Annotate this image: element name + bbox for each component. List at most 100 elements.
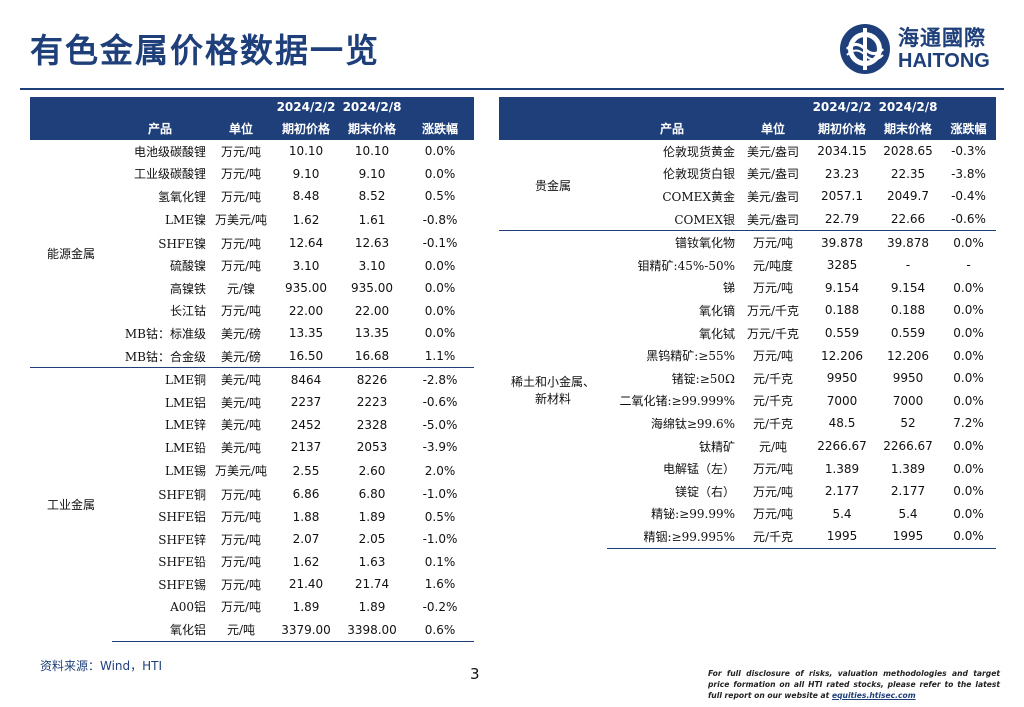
close-price-cell: 52	[900, 416, 916, 431]
unit-cell: 美元/盎司	[746, 167, 800, 182]
change-header: 涨跌幅	[941, 117, 996, 140]
open-price-cell: 3.10	[292, 258, 320, 273]
unit-cell: 万元/吨	[220, 600, 262, 615]
unit-header: 单位	[208, 117, 274, 140]
product-cell: SHFE铝	[158, 510, 206, 525]
unit-cell: 万元/吨	[220, 555, 262, 570]
open-price-cell: 1995	[809, 525, 875, 549]
product-cell: SHFE铜	[158, 487, 206, 502]
product-cell: 精铋:≥99.99%	[651, 507, 735, 522]
close-price-cell: 0.559	[890, 326, 926, 341]
change-cell: 1.1%	[424, 349, 456, 364]
close-price-cell: 1.63	[358, 554, 386, 569]
close-price-header: 期末价格	[338, 117, 406, 140]
open-price-cell: 2137	[290, 440, 322, 455]
close-price-cell: 13.35	[354, 326, 390, 341]
open-price-cell: 2057.1	[821, 189, 863, 204]
change-cell: -0.3%	[951, 144, 986, 159]
unit-cell: 美元/盎司	[746, 189, 800, 204]
close-price-cell: 8226	[338, 367, 406, 391]
table-row: 稀土和小金属、 新材料 镨钕氧化物 万元/吨 39.878 39.878 0.0%	[499, 230, 996, 549]
product-header: 产品	[112, 117, 208, 140]
close-price-cell: 3.10	[358, 258, 386, 273]
change-cell: 0.0%	[424, 326, 456, 341]
product-cell: LME铅	[164, 440, 206, 455]
product-cell: COMEX黄金	[662, 189, 735, 204]
close-price-cell: 2266.67	[883, 439, 933, 454]
unit-cell: 美元/吨	[220, 395, 262, 410]
right-price-table: 2024/2/2 2024/2/8 产品 单位 期初价格 期末价格 涨跌幅 贵金…	[499, 97, 996, 549]
change-cell: 0.0%	[424, 281, 456, 296]
column-header-row: 产品 单位 期初价格 期末价格 涨跌幅	[30, 117, 474, 140]
unit-cell: 万元/千克	[746, 303, 800, 318]
product-cell: 锑	[722, 281, 735, 296]
open-price-cell: 2.177	[824, 484, 860, 499]
table-row: 氧化镝 万元/千克 0.188 0.188 0.0%	[499, 299, 996, 322]
website-link[interactable]: equities.htisec.com	[831, 691, 916, 700]
close-price-cell: 2049.7	[887, 189, 929, 204]
product-cell: SHFE锌	[158, 532, 206, 547]
unit-cell: 元/千克	[737, 525, 809, 549]
close-price-cell: 22.35	[890, 166, 926, 181]
open-price-cell: 9.154	[824, 280, 860, 295]
change-cell: 0.0%	[424, 303, 456, 318]
product-cell: 氧化铝	[112, 618, 208, 642]
table-row: MB钴：合金级 美元/磅 16.50 16.68 1.1%	[30, 345, 474, 368]
open-price-cell: 6.86	[292, 487, 320, 502]
open-price-cell: 2.07	[292, 532, 320, 547]
unit-cell: 万元/吨	[752, 462, 794, 477]
product-cell: LME铜	[112, 367, 208, 391]
change-cell: 0.6%	[406, 618, 474, 642]
product-cell: 海绵钛≥99.6%	[650, 416, 735, 431]
open-price-cell: 22.79	[824, 212, 860, 227]
unit-header: 单位	[737, 117, 809, 140]
product-cell: 钛精矿	[698, 439, 735, 454]
change-cell: 0.0%	[941, 230, 996, 254]
close-price-cell: 1.389	[890, 461, 926, 476]
logo-chinese-name: 海通國際	[898, 25, 986, 50]
open-price-cell: 3285	[826, 258, 858, 273]
unit-cell: 万元/吨	[220, 532, 262, 547]
change-cell: -0.6%	[422, 395, 458, 410]
open-price-cell: 8464	[274, 367, 338, 391]
close-price-cell: 6.80	[358, 487, 386, 502]
date-start-header: 2024/2/2	[274, 97, 338, 117]
change-cell: 0.0%	[424, 258, 456, 273]
open-price-cell: 5.4	[832, 506, 852, 521]
change-cell: 2.0%	[424, 463, 456, 478]
group-label: 能源金属	[46, 247, 95, 262]
unit-cell: 元/千克	[752, 416, 794, 431]
change-cell: -5.0%	[422, 417, 458, 432]
open-price-cell: 2266.67	[817, 439, 867, 454]
table-row: SHFE铝 万元/吨 1.88 1.89 0.5%	[30, 505, 474, 528]
change-cell: 0.0%	[953, 303, 984, 318]
group-label: 工业金属	[30, 367, 112, 642]
close-price-cell: 1.89	[358, 509, 386, 524]
product-cell: SHFE锡	[158, 577, 206, 592]
table-row: 海绵钛≥99.6% 元/千克 48.5 52 7.2%	[499, 412, 996, 435]
product-cell: 精铟:≥99.995%	[607, 525, 737, 549]
close-price-cell: 16.68	[354, 349, 390, 364]
table-row: 工业金属 LME铜 美元/吨 8464 8226 -2.8%	[30, 367, 474, 642]
change-cell: 0.0%	[953, 484, 984, 499]
change-cell: -	[966, 258, 971, 273]
close-price-cell: 10.10	[354, 144, 390, 159]
product-cell: 电池级碳酸锂	[133, 144, 206, 159]
haitong-emblem-icon	[840, 24, 890, 74]
product-cell: 钼精矿:45%-50%	[637, 258, 735, 273]
group-label-line: 稀土和小金属、	[510, 374, 595, 389]
unit-cell: 美元/吨	[208, 367, 274, 391]
change-cell: 0.0%	[953, 439, 984, 454]
open-price-cell: 10.10	[288, 144, 324, 159]
product-cell: 长江钴	[169, 304, 206, 319]
change-cell: 0.0%	[953, 326, 984, 341]
product-cell: 电解锰（左）	[662, 462, 735, 477]
date-header-row: 2024/2/2 2024/2/8	[499, 97, 996, 117]
open-price-cell: 1.88	[292, 509, 320, 524]
change-header: 涨跌幅	[406, 117, 474, 140]
source-note: 资料来源：Wind，HTI	[40, 659, 163, 673]
change-cell: -3.8%	[951, 166, 986, 181]
disclaimer-text: For full disclosure of risks, valuation …	[708, 669, 1000, 700]
change-cell: 0.0%	[953, 371, 984, 386]
product-cell: 氢氧化锂	[157, 189, 206, 204]
